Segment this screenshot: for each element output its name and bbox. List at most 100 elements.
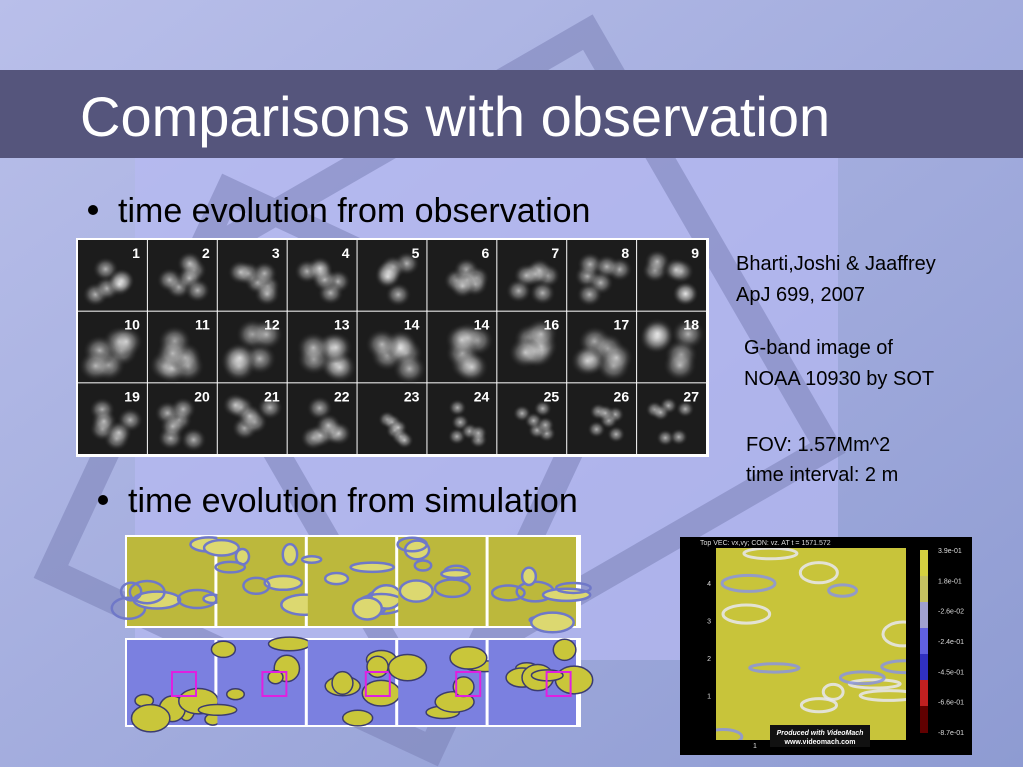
sim-feature — [520, 566, 538, 587]
granule — [587, 420, 606, 438]
sim-feature — [827, 583, 859, 598]
sim-feature — [242, 576, 271, 595]
sim-feature — [176, 588, 218, 610]
sim-feature — [349, 561, 395, 574]
granule — [222, 392, 249, 418]
sim-plot-blobs — [716, 548, 906, 740]
frame-number: 3 — [272, 245, 280, 261]
frame-number: 2 — [202, 245, 210, 261]
granule — [184, 278, 211, 303]
sim-feature — [880, 659, 906, 675]
granule — [254, 281, 281, 307]
granule — [296, 331, 331, 364]
granule — [365, 328, 399, 361]
sim-feature — [552, 638, 577, 662]
granule — [454, 351, 489, 383]
granule — [669, 428, 689, 446]
plot-axes: 4 3 2 1 1 — [707, 581, 757, 750]
frame-number: 1 — [132, 245, 140, 261]
reference: ApJ 699, 2007 — [736, 284, 865, 306]
colorbar-label: -2.6e-02 — [938, 609, 964, 616]
title: Comparisons with observation — [80, 85, 830, 148]
sim-feature — [541, 587, 592, 603]
frame-number: 18 — [683, 317, 699, 333]
frame-number: 5 — [412, 245, 420, 261]
colorbar-segment — [920, 550, 928, 577]
y-axis-label: 4 — [707, 581, 711, 588]
granule — [78, 350, 113, 382]
sim-feature — [197, 703, 238, 717]
granule — [651, 403, 670, 422]
granule — [596, 404, 615, 422]
granule — [640, 317, 675, 350]
sim-box — [261, 671, 288, 697]
granule — [385, 282, 412, 307]
sim-feature — [341, 709, 374, 727]
granule — [529, 280, 556, 306]
sim-feature — [838, 670, 886, 686]
colorbar-label: -2.4e-01 — [938, 639, 964, 646]
frame-number: 8 — [621, 245, 629, 261]
granule — [656, 429, 675, 447]
granule — [449, 274, 476, 299]
sim-feature — [202, 538, 240, 557]
granule — [374, 264, 401, 289]
sim-feature — [716, 727, 744, 740]
sim-feature — [281, 542, 299, 566]
colorbar-segment — [920, 628, 928, 655]
granule — [155, 337, 190, 370]
sim-feature — [798, 561, 839, 585]
granule — [105, 420, 133, 445]
plot-header: Top VEC: vx,vy; CON: vz. AT t = 1571.572 — [700, 540, 831, 547]
granule — [469, 424, 488, 442]
frame-number: 9 — [691, 245, 699, 261]
sim-feature — [267, 636, 312, 652]
y-axis-label: 2 — [707, 656, 711, 663]
credit: Produced with VideoMach — [777, 730, 864, 737]
bullet: time evolution from observation — [118, 192, 590, 230]
frame-number: 27 — [683, 388, 699, 404]
frame-number: 23 — [404, 388, 420, 404]
sim-feature — [440, 568, 472, 580]
sim-feature — [799, 697, 839, 714]
granule — [599, 341, 634, 374]
granule — [109, 325, 144, 358]
colorbar-label: 3.9e-01 — [938, 548, 962, 555]
frame-number: 14 — [474, 317, 490, 333]
sim-feature — [396, 536, 429, 553]
sim-feature — [119, 581, 143, 602]
sim-feature — [331, 670, 354, 696]
granule — [251, 261, 278, 286]
sim-feature — [398, 579, 434, 603]
granule — [315, 413, 342, 438]
y-axis-label: 1 — [707, 694, 711, 701]
frame-number: 17 — [614, 317, 630, 333]
sim-feature — [721, 603, 772, 625]
sim-feature — [267, 669, 284, 685]
granule — [156, 267, 183, 293]
colorbar-label: 1.8e-01 — [938, 578, 962, 585]
frame-number: 13 — [334, 317, 350, 333]
granule — [508, 336, 543, 369]
sim-feature — [858, 689, 906, 702]
frame-number: 21 — [264, 388, 280, 404]
bullet: time evolution from simulation — [128, 482, 578, 520]
image-note: NOAA 10930 by SOT — [744, 368, 934, 390]
sim-feature — [323, 571, 350, 586]
colorbar-label: -8.7e-01 — [938, 730, 964, 737]
sim-feature — [529, 611, 575, 634]
credit-box — [770, 725, 870, 747]
granule — [392, 353, 427, 385]
colorbar-segment — [920, 706, 928, 733]
granule — [663, 257, 690, 282]
frame-number: 19 — [124, 388, 140, 404]
sim-feature — [821, 682, 845, 701]
sim-feature — [748, 662, 801, 674]
sim-feature — [214, 560, 247, 574]
frame-number: 20 — [194, 388, 210, 404]
sim-feature — [351, 596, 383, 621]
frame-number: 7 — [551, 245, 559, 261]
frame-number: 11 — [195, 317, 210, 333]
granule — [505, 278, 532, 304]
frame-number: 10 — [124, 317, 140, 333]
